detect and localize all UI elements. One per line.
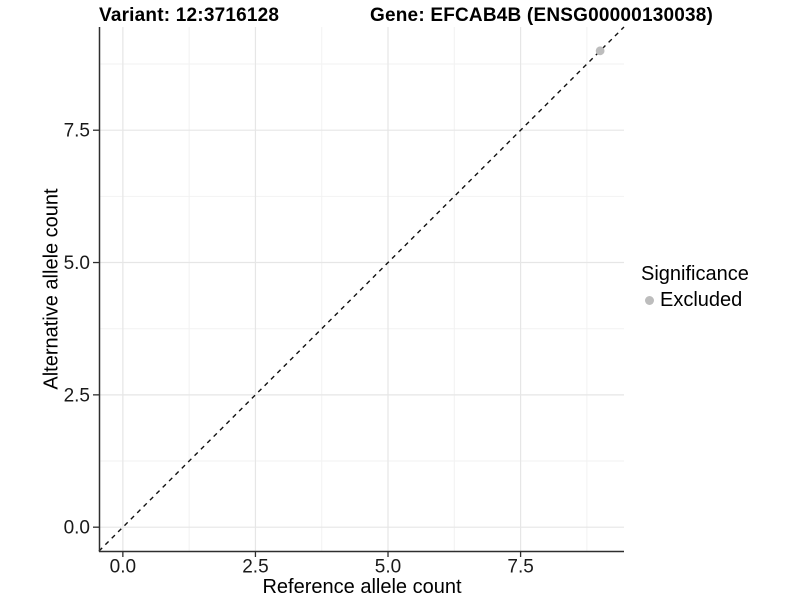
y-axis-title: Alternative allele count [40,188,63,390]
gene-title: Gene: EFCAB4B (ENSG00000130038) [370,5,714,26]
y-tick-label: 2.5 [64,385,90,406]
x-tick-label: 0.0 [110,557,136,578]
x-axis-title: Reference allele count [262,576,462,598]
y-tick-label: 7.5 [64,121,90,142]
axis-layer: 0.0 2.5 5.0 7.5 0.0 2.5 5.0 7.5 [64,27,624,578]
legend-items: Excluded [641,289,749,312]
y-tick-label: 5.0 [64,253,90,274]
y-tick-label: 0.0 [64,518,90,539]
x-tick-label: 7.5 [507,557,533,578]
legend-item-label: Excluded [660,289,743,311]
grid-layer [99,27,624,551]
x-tick-label: 2.5 [242,557,268,578]
x-tick-label: 5.0 [375,557,401,578]
legend: Significance Excluded [641,263,749,312]
legend-title: Significance [641,263,749,285]
legend-item: Excluded [641,289,749,312]
circle-icon [645,296,654,305]
variant-title: Variant: 12:3716128 [99,5,280,26]
data-point [595,46,605,56]
identity-line [98,26,625,552]
